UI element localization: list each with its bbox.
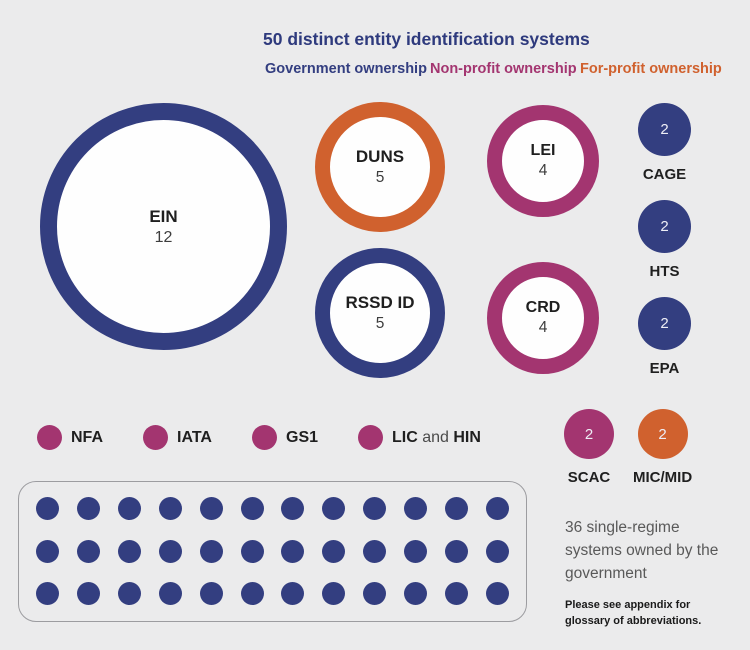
grid-dot xyxy=(240,582,264,605)
iata-label: IATA xyxy=(177,428,212,446)
grid-dot xyxy=(445,539,469,563)
grid-dot xyxy=(199,582,223,605)
grid-dot xyxy=(404,539,428,563)
grid-dot xyxy=(36,539,59,563)
grid-dot xyxy=(36,497,59,520)
bubble-crd: CRD 4 xyxy=(487,262,599,374)
bubble-ein: EIN 12 xyxy=(40,103,287,350)
bubble-mic-mid: 2 MIC/MID xyxy=(633,409,692,486)
bubble-mic-mid-label: MIC/MID xyxy=(633,469,693,486)
grid-dot xyxy=(485,539,509,563)
grid-dot xyxy=(404,582,428,605)
grid-dot xyxy=(199,497,223,520)
grid-dot xyxy=(281,582,305,605)
bubble-scac-label: SCAC xyxy=(567,469,611,486)
grid-dot xyxy=(199,539,223,563)
bubble-hts: 2 HTS xyxy=(638,200,691,280)
dot-item-gs1: GS1 xyxy=(252,425,318,450)
bubble-mic-mid-count: 2 xyxy=(658,425,667,443)
dot-item-nfa: NFA xyxy=(37,425,103,450)
grid-dot xyxy=(363,582,387,605)
bubble-lei-label: LEI xyxy=(530,142,556,159)
page-title: 50 distinct entity identification system… xyxy=(263,29,590,49)
grid-dot xyxy=(76,539,100,563)
dot-grid-row xyxy=(36,582,509,605)
bubble-duns-label: DUNS xyxy=(355,147,405,166)
bubble-rssd-id: RSSD ID 5 xyxy=(315,248,445,378)
hin-label: HIN xyxy=(453,428,481,446)
bubble-epa-circle: 2 xyxy=(638,297,691,350)
bubble-epa: 2 EPA xyxy=(638,297,691,377)
grid-dot xyxy=(281,497,305,520)
dot-grid-row xyxy=(36,539,509,563)
grid-dot xyxy=(76,497,100,520)
dot-grid xyxy=(18,481,527,622)
and-text: and xyxy=(417,428,454,446)
iata-dot xyxy=(143,425,168,450)
lic-label: LIC xyxy=(392,428,418,446)
bubble-crd-count: 4 xyxy=(538,319,548,336)
bubble-epa-label: EPA xyxy=(649,360,680,377)
bubble-lei: LEI 4 xyxy=(487,105,599,217)
bubble-ein-label: EIN xyxy=(149,206,178,226)
bubble-crd-label: CRD xyxy=(525,299,561,316)
grid-dot xyxy=(363,497,387,520)
gs1-dot xyxy=(252,425,277,450)
bubble-cage-circle: 2 xyxy=(638,103,691,156)
legend-for-profit: For-profit ownership xyxy=(580,61,722,77)
grid-dot xyxy=(158,539,182,563)
grid-dot xyxy=(117,539,141,563)
bubble-rssd-id-count: 5 xyxy=(375,315,385,332)
nfa-dot xyxy=(37,425,62,450)
grid-dot xyxy=(485,582,509,605)
bubble-epa-count: 2 xyxy=(660,315,669,332)
grid-caption: 36 single-regime systems owned by the go… xyxy=(565,519,719,582)
bubble-scac-count: 2 xyxy=(584,425,594,443)
appendix-footnote: Please see appendix for glossary of abbr… xyxy=(565,599,702,627)
grid-dot xyxy=(36,582,59,605)
grid-dot xyxy=(240,539,264,563)
bubble-mic-mid-circle: 2 xyxy=(637,409,688,459)
bubble-cage: 2 CAGE xyxy=(638,103,691,183)
bubble-cage-label: CAGE xyxy=(642,166,687,183)
grid-dot xyxy=(281,539,305,563)
grid-dot xyxy=(445,497,469,520)
grid-dot xyxy=(322,497,346,520)
grid-dot xyxy=(322,582,346,605)
bubble-scac: 2 SCAC xyxy=(564,409,614,486)
dot-grid-row xyxy=(36,497,509,520)
grid-dot xyxy=(117,582,141,605)
grid-dot xyxy=(76,582,100,605)
bubble-ein-count: 12 xyxy=(154,228,173,246)
lic-hin-label: LIC and HIN xyxy=(392,429,481,447)
grid-dot xyxy=(322,539,346,563)
dot-item-iata: IATA xyxy=(143,425,212,450)
gs1-label: GS1 xyxy=(286,428,319,446)
bubble-hts-label: HTS xyxy=(649,263,680,280)
grid-dot xyxy=(158,582,182,605)
nfa-label: NFA xyxy=(71,428,103,446)
bubble-duns-count: 5 xyxy=(375,169,385,186)
grid-dot xyxy=(445,582,469,605)
bubble-hts-count: 2 xyxy=(660,218,669,235)
grid-dot xyxy=(404,497,428,520)
bubble-duns: DUNS 5 xyxy=(315,102,445,232)
dot-item-lic-hin: LIC and HIN xyxy=(358,425,481,450)
grid-dot xyxy=(485,497,509,520)
bubble-lei-count: 4 xyxy=(538,162,548,179)
bubble-rssd-id-label: RSSD ID xyxy=(345,293,415,312)
bubble-hts-circle: 2 xyxy=(638,200,691,253)
grid-dot xyxy=(117,497,141,520)
bubble-cage-count: 2 xyxy=(660,121,669,138)
grid-dot xyxy=(240,497,264,520)
grid-dot xyxy=(363,539,387,563)
lic-hin-dot xyxy=(358,425,383,450)
grid-dot xyxy=(158,497,182,520)
legend-non-profit: Non-profit ownership xyxy=(430,61,577,77)
bubble-scac-circle: 2 xyxy=(564,409,614,459)
legend-government: Government ownership xyxy=(265,61,427,77)
